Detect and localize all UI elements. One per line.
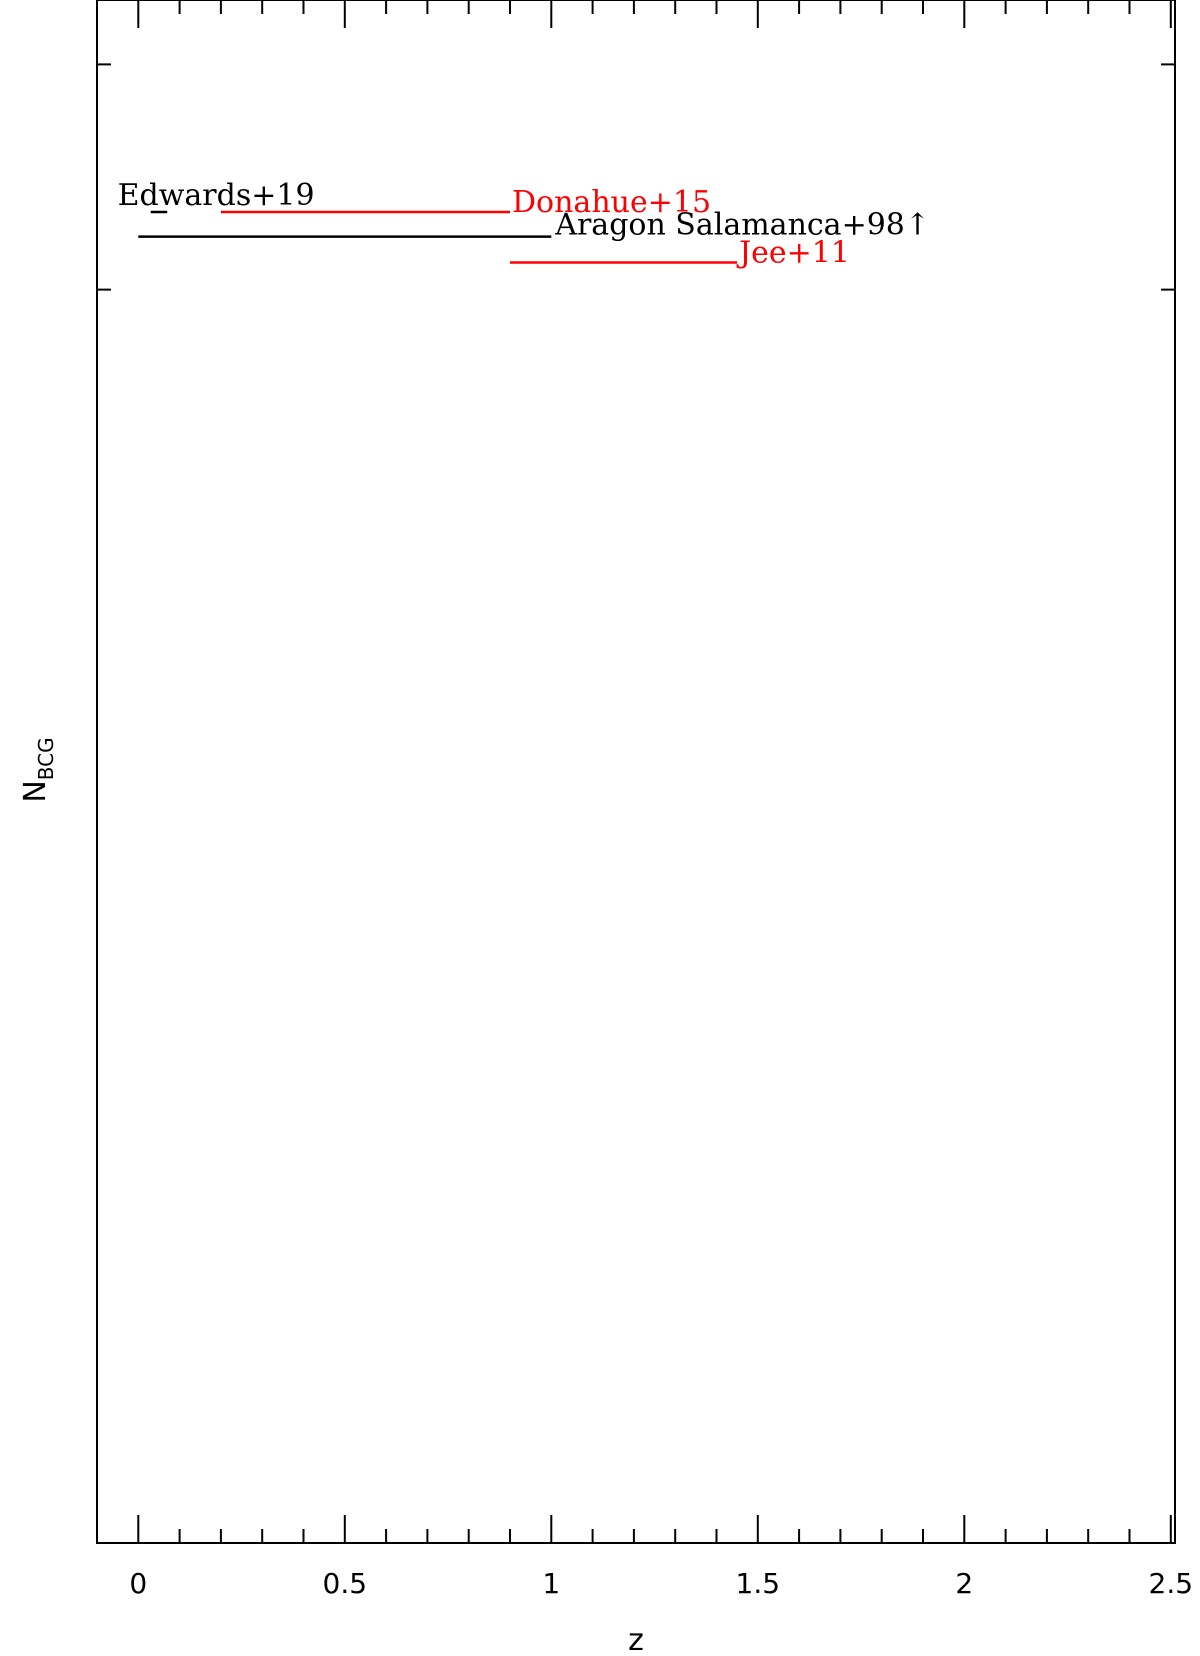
svg-text:NBCG: NBCG [18, 737, 58, 802]
x-tick-label: 0 [129, 1567, 147, 1600]
x-axis-title: z [628, 1623, 644, 1656]
x-tick-label: 2.5 [1149, 1567, 1194, 1600]
axis-ticks [97, 0, 1175, 1543]
x-tick-label: 2 [955, 1567, 973, 1600]
survey-label: Jee+11 [736, 236, 850, 271]
survey-label: Edwards+19 [118, 178, 315, 213]
x-tick-label: 1.5 [736, 1567, 781, 1600]
plot-frame [96, 0, 1176, 1544]
survey-labels: Whiley+08Lauer+14Lin+13Kluge+20Lidman+12… [118, 178, 930, 271]
x-tick-labels: 0 0.5 1 1.5 2 2.5 [129, 1567, 1193, 1600]
survey-label: Aragon Salamanca+98↑ [554, 208, 930, 243]
x-tick-label: 1 [542, 1567, 560, 1600]
y-axis-title: NBCG [18, 737, 58, 802]
survey-lines [138, 210, 738, 264]
survey-label: Donahue+15 [512, 185, 711, 220]
x-tick-label: 0.5 [323, 1567, 368, 1600]
y-axis-title-sub: BCG [34, 737, 58, 780]
y-axis-title-main: N [18, 780, 53, 802]
